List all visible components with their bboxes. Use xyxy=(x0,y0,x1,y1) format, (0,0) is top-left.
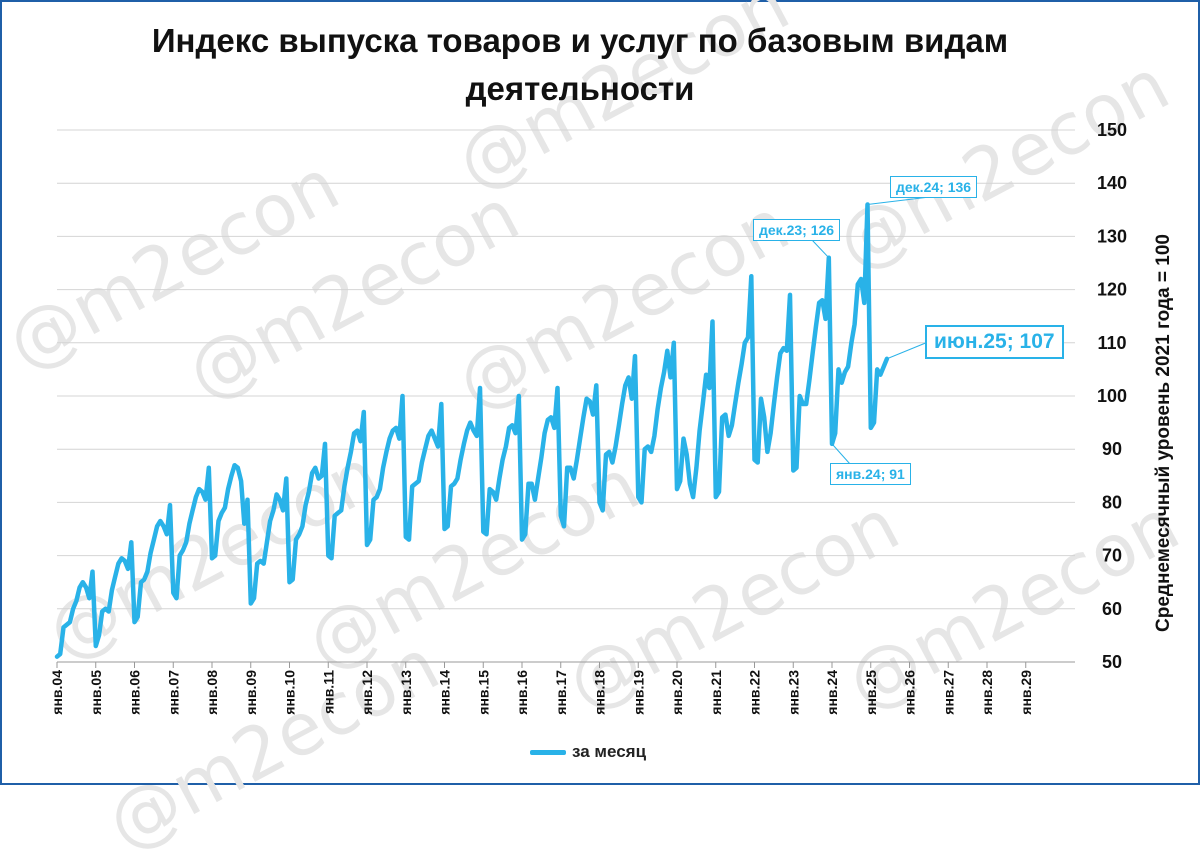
legend-swatch xyxy=(530,749,566,755)
x-tick-label: янв.05 xyxy=(88,670,104,715)
y-tick-label: 130 xyxy=(1097,226,1127,246)
annotation-jan24: янв.24; 91 xyxy=(830,463,911,485)
x-tick-label: янв.09 xyxy=(243,670,259,715)
x-tick-label: янв.27 xyxy=(940,670,956,715)
y-tick-label: 70 xyxy=(1102,546,1122,566)
annotation-dec24: дек.24; 136 xyxy=(890,176,978,198)
x-tick-label: янв.08 xyxy=(204,670,220,715)
x-tick-label: янв.04 xyxy=(49,670,65,715)
x-tick-label: янв.20 xyxy=(669,670,685,715)
y-tick-label: 90 xyxy=(1102,439,1122,459)
x-tick-label: янв.17 xyxy=(553,670,569,715)
line-chart: 50 60 70 80 90 100 110 120 130 140 150 янв.04 янв.05… xyxy=(49,120,1127,715)
x-tick-label: янв.28 xyxy=(979,670,995,715)
x-tick-label: янв.19 xyxy=(630,670,646,715)
x-tick-label: янв.22 xyxy=(747,670,763,715)
chart-title-line1: Индекс выпуска товаров и услуг по базовы… xyxy=(151,22,1009,59)
y-tick-label: 110 xyxy=(1097,333,1126,353)
x-tick-label: янв.15 xyxy=(475,670,491,715)
x-tick-label: янв.18 xyxy=(592,670,608,715)
x-tick-label: янв.06 xyxy=(127,670,143,715)
x-tick-label: янв.10 xyxy=(282,670,298,715)
x-tick-label: янв.25 xyxy=(863,670,879,715)
annotation-leader xyxy=(886,341,929,360)
x-tick-label: янв.29 xyxy=(1018,670,1034,715)
y-axis-label: Среднемесячный уровень 2021 года = 100 xyxy=(1153,234,1174,632)
y-tick-label: 120 xyxy=(1097,280,1127,300)
legend: за месяц xyxy=(530,742,646,762)
y-tick-label: 50 xyxy=(1102,652,1122,672)
annotation-leader xyxy=(831,443,851,465)
x-tick-label: янв.21 xyxy=(708,670,724,715)
y-tick-label: 140 xyxy=(1097,173,1127,193)
legend-label: за месяц xyxy=(572,742,647,761)
y-tick-label: 100 xyxy=(1097,386,1127,406)
x-tick-label: янв.11 xyxy=(320,670,336,714)
y-tick-label: 150 xyxy=(1097,120,1127,140)
x-tick-label: янв.23 xyxy=(785,670,801,715)
x-tick-label: янв.07 xyxy=(165,670,181,715)
x-tick-label: янв.12 xyxy=(359,670,375,715)
x-tick-label: янв.24 xyxy=(824,670,840,715)
y-tick-label: 60 xyxy=(1102,599,1122,619)
annotation-jun25: июн.25; 107 xyxy=(925,325,1064,359)
chart-title-line2: деятельности xyxy=(465,70,695,107)
annotation-dec23: дек.23; 126 xyxy=(753,219,841,241)
annotation-leader xyxy=(811,239,830,259)
y-tick-label: 80 xyxy=(1102,492,1122,512)
x-tick-label: янв.14 xyxy=(437,670,453,715)
x-tick-label: янв.26 xyxy=(902,670,918,715)
x-tick-label: янв.13 xyxy=(398,670,414,715)
series-line xyxy=(54,202,890,659)
x-tick-label: янв.16 xyxy=(514,670,530,715)
